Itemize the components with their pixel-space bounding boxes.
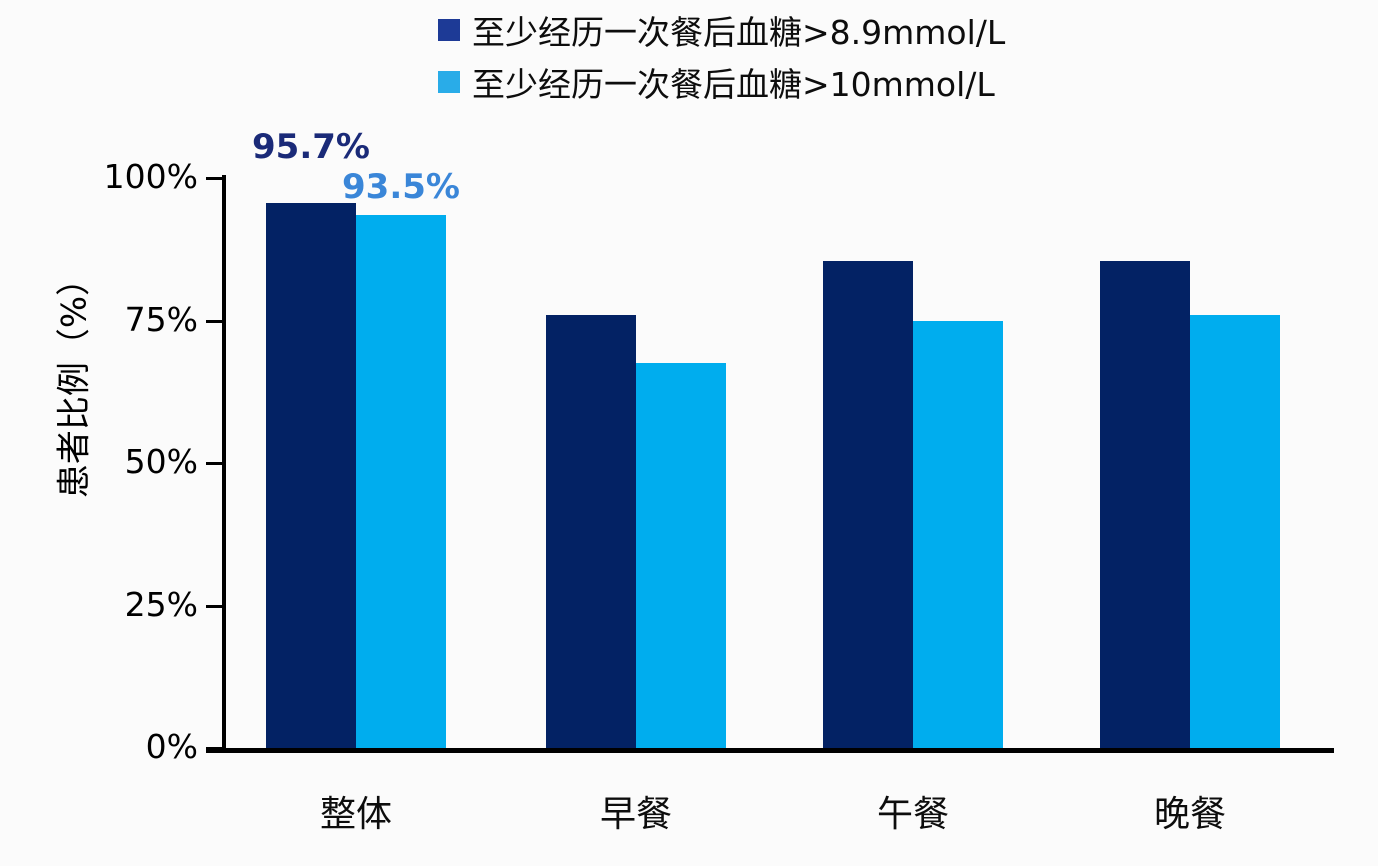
y-tick-label: 100% <box>103 156 198 196</box>
x-axis-line <box>206 748 1334 753</box>
category-label: 晚餐 <box>1153 794 1226 835</box>
bar-整体-series1 <box>266 202 356 748</box>
bar-早餐-series2 <box>636 363 726 748</box>
category-label: 早餐 <box>599 794 672 835</box>
legend-item: 至少经历一次餐后血糖>8.9mmol/L <box>438 4 1005 56</box>
bar-午餐-series1 <box>823 260 913 748</box>
bar-午餐-series2 <box>913 320 1003 748</box>
bar-早餐-series1 <box>546 314 636 748</box>
y-tick-label: 25% <box>124 584 198 624</box>
y-axis-line <box>222 175 226 753</box>
legend-label: 至少经历一次餐后血糖>10mmol/L <box>472 65 995 104</box>
legend-swatch-dark-blue-icon <box>438 19 460 41</box>
data-label: 93.5% <box>342 167 460 208</box>
y-tick-mark <box>206 604 222 608</box>
bar-晚餐-series2 <box>1190 314 1280 748</box>
y-tick-label: 0% <box>145 726 198 766</box>
y-tick-mark <box>206 177 222 180</box>
bar-整体-series2 <box>356 215 446 748</box>
legend-swatch-light-blue-icon <box>438 71 460 93</box>
y-tick-label: 75% <box>124 299 198 339</box>
legend: 至少经历一次餐后血糖>8.9mmol/L 至少经历一次餐后血糖>10mmol/L <box>438 4 1005 108</box>
category-label: 整体 <box>319 794 392 835</box>
legend-item: 至少经历一次餐后血糖>10mmol/L <box>438 56 1005 108</box>
y-tick-mark <box>206 462 222 465</box>
category-label: 午餐 <box>876 794 949 835</box>
legend-label: 至少经历一次餐后血糖>8.9mmol/L <box>472 13 1006 52</box>
y-tick-mark <box>206 319 222 323</box>
bar-晚餐-series1 <box>1100 260 1190 748</box>
y-tick-mark <box>206 747 222 750</box>
y-tick-label: 50% <box>124 441 198 481</box>
data-label: 95.7% <box>252 126 370 167</box>
